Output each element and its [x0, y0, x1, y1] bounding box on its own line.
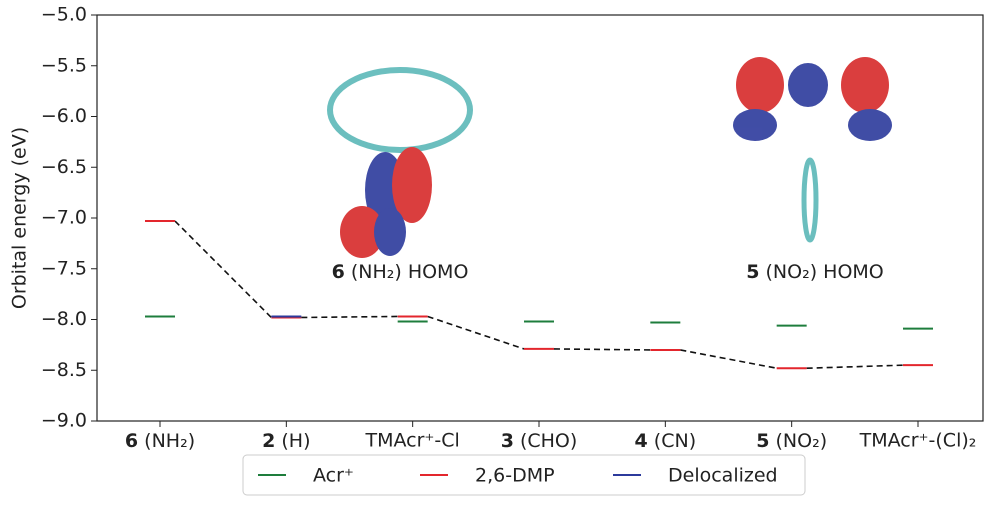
connector — [301, 315, 398, 319]
legend-label: Delocalized — [668, 465, 778, 487]
annotation: 6 (NH₂) HOMO — [332, 261, 469, 283]
x-tick-label: 6 (NH₂) — [125, 430, 195, 452]
molecule-no2 — [733, 57, 892, 243]
x-tick-label: 5 (NO₂) — [756, 430, 827, 452]
y-axis-label: Orbital energy (eV) — [9, 127, 31, 309]
connector — [806, 364, 904, 370]
y-tick-label: −8.0 — [41, 308, 87, 330]
x-tick-label: 3 (CHO) — [501, 430, 578, 452]
y-tick-label: −7.5 — [41, 257, 87, 279]
legend-box — [242, 454, 806, 496]
y-tick-label: −5.0 — [41, 4, 87, 26]
y-tick-label: −7.0 — [41, 207, 87, 229]
connector — [553, 348, 651, 351]
molecule-nh2 — [327, 67, 473, 258]
x-tick-label: TMAcr⁺-Cl — [364, 430, 459, 452]
y-tick-label: −9.0 — [41, 410, 87, 432]
x-tick-label: 4 (CN) — [635, 430, 697, 452]
legend-label: 2,6-DMP — [475, 465, 555, 487]
annotation: 5 (NO₂) HOMO — [746, 261, 884, 283]
x-tick-label: TMAcr⁺-(Cl)₂ — [859, 430, 977, 452]
x-tick-label: 2 (H) — [262, 430, 310, 452]
y-tick-label: −5.5 — [41, 54, 87, 76]
legend-label: Acr⁺ — [313, 465, 354, 487]
connector — [680, 349, 777, 370]
connector — [427, 315, 525, 350]
connector — [174, 220, 272, 319]
y-tick-label: −6.0 — [41, 105, 87, 127]
y-tick-label: −6.5 — [41, 156, 87, 178]
y-tick-label: −8.5 — [41, 359, 87, 381]
